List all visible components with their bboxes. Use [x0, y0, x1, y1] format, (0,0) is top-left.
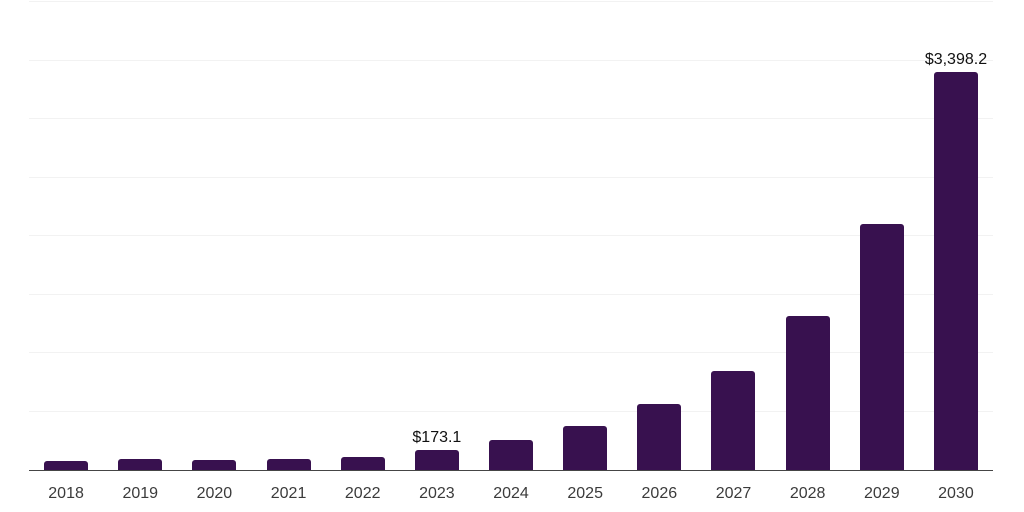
bar-2024[interactable]	[489, 440, 534, 470]
bar-slot-2020	[177, 2, 251, 470]
bar-2020[interactable]	[192, 460, 237, 470]
x-tick-2024: 2024	[493, 485, 529, 502]
x-tick-2027: 2027	[715, 485, 752, 502]
x-tick-2025: 2025	[567, 485, 603, 502]
plot-area: $173.1 $3,398.2	[29, 1, 993, 471]
bar-2028[interactable]	[785, 315, 830, 470]
bar-slot-2026	[622, 2, 696, 470]
gridline-1500	[29, 293, 993, 295]
bar-2018[interactable]	[44, 461, 89, 470]
bar-slot-2028	[771, 2, 845, 470]
bar-2027[interactable]	[711, 371, 756, 470]
x-tick-2020: 2020	[196, 485, 233, 502]
bar-2019[interactable]	[118, 459, 163, 470]
gridline-3000	[29, 118, 993, 119]
gridline-500	[29, 410, 993, 412]
bar-2029[interactable]	[859, 223, 904, 470]
bar-slot-2027	[696, 2, 770, 470]
bar-slot-2021	[251, 2, 325, 470]
bar-slot-2030: $3,398.2	[919, 2, 993, 470]
x-tick-2021: 2021	[270, 485, 307, 502]
gridline-4000	[29, 1, 993, 2]
x-tick-2029: 2029	[864, 485, 900, 502]
bar-2025[interactable]	[563, 426, 608, 470]
x-tick-2028: 2028	[789, 485, 826, 502]
bar-series: $173.1 $3,398.2	[29, 2, 993, 470]
bar-slot-2025	[548, 2, 622, 470]
bar-slot-2024	[474, 2, 548, 470]
x-tick-2023: 2023	[419, 485, 455, 502]
x-tick-2026: 2026	[641, 485, 678, 502]
bar-value-label-2030: $3,398.2	[924, 51, 988, 69]
x-tick-2019: 2019	[122, 485, 159, 502]
bar-slot-2018	[29, 2, 103, 470]
bar-2030[interactable]	[933, 72, 978, 470]
bar-2023[interactable]	[414, 449, 459, 470]
bar-slot-2029	[845, 2, 919, 470]
gridline-1000	[29, 352, 993, 353]
bar-slot-2023: $173.1	[400, 2, 474, 470]
x-axis-tick-labels: 2018 2019 2020 2021 2022 2023 2024 2025 2026 2027…	[29, 470, 993, 512]
x-tick-2022: 2022	[344, 485, 381, 502]
x-axis-line	[29, 469, 993, 471]
bar-2022[interactable]	[340, 456, 385, 470]
bar-2021[interactable]	[266, 458, 311, 470]
bar-slot-2019	[103, 2, 177, 470]
x-tick-2018: 2018	[48, 485, 84, 502]
gridline-3500	[29, 59, 993, 61]
gridline-2000	[29, 235, 993, 236]
bar-value-label-2023: $173.1	[412, 428, 462, 446]
bar-slot-2022	[326, 2, 400, 470]
gridline-2500	[29, 176, 993, 178]
x-tick-2030: 2030	[938, 485, 974, 502]
bar-2026[interactable]	[637, 404, 682, 470]
